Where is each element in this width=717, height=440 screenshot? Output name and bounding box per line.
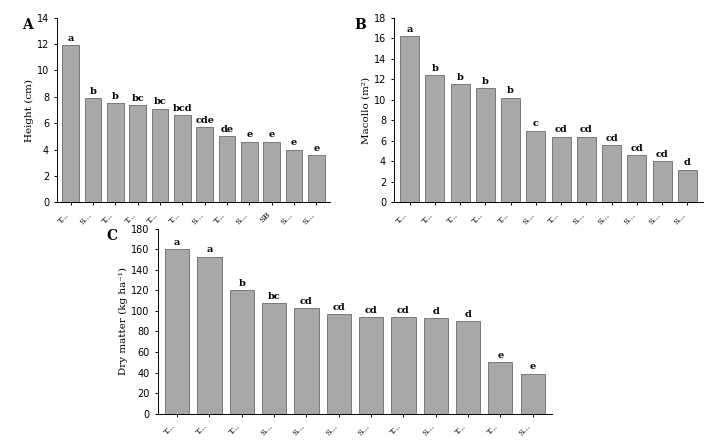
- Text: e: e: [498, 351, 503, 360]
- Text: cd: cd: [365, 306, 377, 315]
- Text: a: a: [67, 34, 74, 43]
- Bar: [400, 36, 419, 202]
- Text: cd: cd: [397, 306, 410, 315]
- Text: b: b: [432, 64, 438, 73]
- Text: e: e: [530, 363, 536, 371]
- Bar: [476, 88, 495, 202]
- Bar: [129, 105, 146, 202]
- Y-axis label: Dry matter (kg ha⁻¹): Dry matter (kg ha⁻¹): [119, 267, 128, 375]
- Bar: [152, 109, 168, 202]
- Text: e: e: [247, 131, 252, 139]
- Text: bcd: bcd: [173, 104, 192, 113]
- Text: b: b: [457, 73, 463, 82]
- Bar: [308, 155, 325, 202]
- Text: bc: bc: [267, 292, 280, 301]
- Bar: [196, 127, 213, 202]
- Bar: [450, 84, 470, 202]
- Bar: [359, 317, 383, 414]
- Bar: [627, 155, 647, 202]
- Text: a: a: [174, 238, 180, 247]
- Text: de: de: [221, 125, 234, 134]
- Bar: [602, 145, 621, 202]
- Text: b: b: [507, 87, 514, 95]
- Bar: [678, 169, 697, 202]
- Bar: [652, 161, 672, 202]
- Bar: [424, 318, 448, 414]
- Text: cd: cd: [580, 125, 593, 135]
- Bar: [327, 314, 351, 414]
- Bar: [165, 249, 189, 414]
- Text: cd: cd: [605, 134, 618, 143]
- Bar: [62, 45, 79, 202]
- Text: d: d: [465, 310, 472, 319]
- Text: c: c: [533, 119, 538, 128]
- Bar: [551, 137, 571, 202]
- Y-axis label: Macollo (m²): Macollo (m²): [362, 77, 371, 143]
- Text: bc: bc: [153, 98, 166, 106]
- Bar: [263, 142, 280, 202]
- Bar: [501, 98, 520, 202]
- Bar: [456, 321, 480, 414]
- Bar: [488, 362, 513, 414]
- Text: cd: cd: [555, 125, 568, 135]
- Bar: [391, 317, 416, 414]
- Bar: [262, 303, 286, 414]
- Bar: [285, 150, 303, 202]
- Bar: [241, 142, 258, 202]
- Text: e: e: [269, 131, 275, 139]
- Text: b: b: [90, 87, 97, 96]
- Text: e: e: [313, 144, 320, 153]
- Bar: [219, 136, 235, 202]
- Text: e: e: [291, 139, 298, 147]
- Y-axis label: Height (cm): Height (cm): [25, 78, 34, 142]
- Bar: [577, 137, 596, 202]
- Text: A: A: [22, 18, 33, 32]
- Text: b: b: [482, 77, 489, 86]
- Text: cd: cd: [300, 297, 313, 306]
- Text: a: a: [407, 25, 413, 34]
- Bar: [526, 131, 546, 202]
- Text: d: d: [684, 158, 691, 167]
- Bar: [85, 98, 102, 202]
- Text: C: C: [106, 229, 118, 243]
- Text: bc: bc: [131, 94, 144, 103]
- Bar: [197, 257, 222, 414]
- Text: cd: cd: [656, 150, 668, 159]
- Text: b: b: [112, 92, 119, 101]
- Bar: [425, 75, 445, 202]
- Bar: [294, 308, 318, 414]
- Text: cd: cd: [333, 303, 345, 312]
- Text: B: B: [354, 18, 366, 32]
- Bar: [174, 115, 191, 202]
- Bar: [107, 103, 124, 202]
- Text: a: a: [206, 246, 213, 254]
- Text: cd: cd: [630, 144, 643, 153]
- Bar: [521, 374, 545, 414]
- Text: b: b: [238, 279, 245, 288]
- Bar: [229, 290, 254, 414]
- Text: cde: cde: [195, 116, 214, 125]
- Text: d: d: [432, 307, 439, 316]
